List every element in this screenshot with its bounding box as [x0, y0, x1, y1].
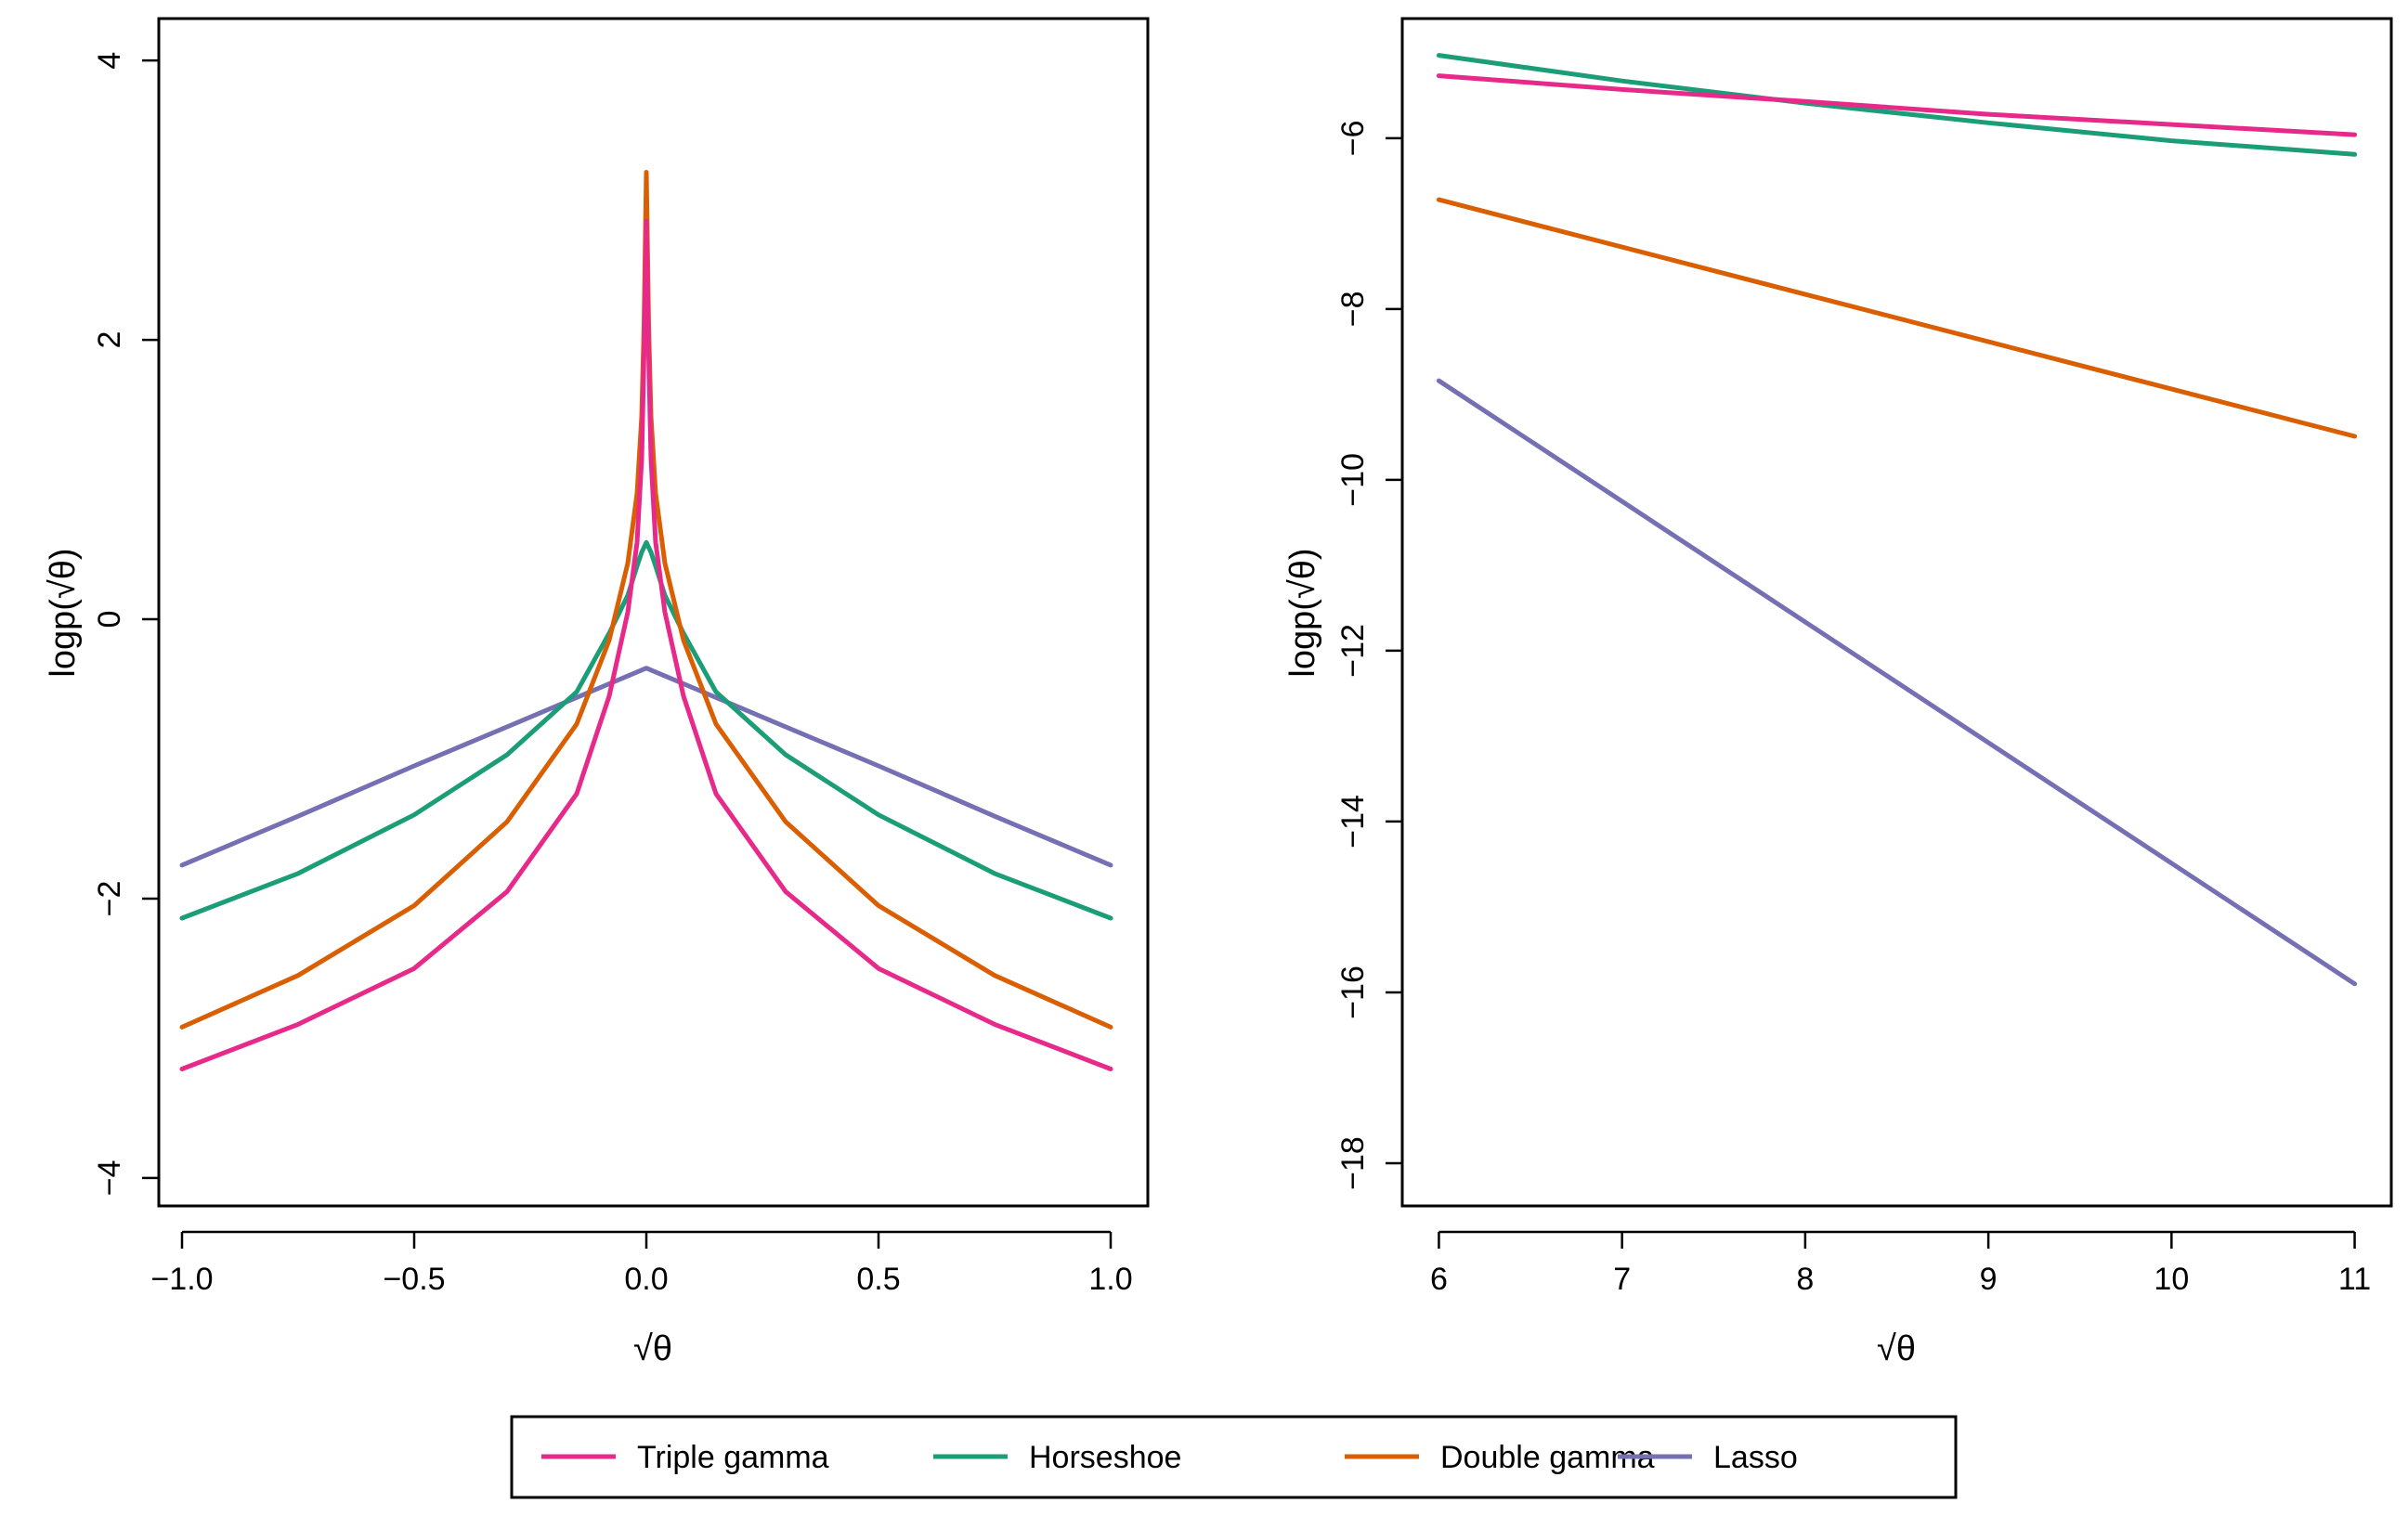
left-y-tick-label: −2 [92, 881, 127, 917]
right-series-lasso [1436, 378, 2358, 987]
legend-box [510, 1415, 1958, 1499]
left-x-tick-label: 0.0 [624, 1262, 668, 1297]
right-y-tick-label: −12 [1335, 624, 1371, 678]
left-series-double-gamma [179, 170, 1113, 1030]
left-y-axis: −4 −2 0 2 4 [92, 52, 161, 1197]
left-panel: −1.0 −0.5 0.0 0.5 1.0 −4 −2 0 2 4 √θ logp(√θ) [44, 17, 1150, 1368]
right-y-tick-label: −16 [1335, 965, 1371, 1019]
right-series-horseshoe [1436, 53, 2358, 157]
legend-entries: Triple gamma Horseshoe Double gamma Lasso [541, 1440, 1798, 1475]
right-x-tick-label: 7 [1613, 1262, 1631, 1297]
right-x-axis-title: √θ [1877, 1329, 1916, 1368]
left-x-tick-label: −1.0 [150, 1262, 213, 1297]
left-x-tick-label: 1.0 [1088, 1262, 1132, 1297]
right-series-group [1436, 53, 2358, 987]
right-y-axis-title: logp(√θ) [1283, 548, 1322, 677]
left-y-axis-title: logp(√θ) [44, 548, 83, 677]
left-y-tick-label: 0 [92, 611, 127, 628]
right-series-double-gamma [1436, 197, 2358, 439]
right-x-tick-label: 6 [1430, 1262, 1448, 1297]
right-x-axis: 6 7 8 9 10 11 [1430, 1230, 2371, 1297]
right-x-tick-label: 8 [1796, 1262, 1814, 1297]
right-panel: 6 7 8 9 10 11 −18 −16 −14 −12 −10 −8 −6 √θ logp(√θ) [1283, 17, 2393, 1368]
left-x-axis: −1.0 −0.5 0.0 0.5 1.0 [150, 1230, 1133, 1297]
right-y-axis: −18 −16 −14 −12 −10 −8 −6 [1335, 120, 1404, 1190]
right-x-tick-label: 9 [1980, 1262, 1998, 1297]
legend: Triple gamma Horseshoe Double gamma Lasso [510, 1415, 1958, 1499]
right-x-tick-label: 10 [2154, 1262, 2189, 1297]
left-series-group [179, 170, 1113, 1071]
right-y-tick-label: −10 [1335, 453, 1371, 507]
left-x-tick-label: 0.5 [856, 1262, 900, 1297]
right-x-tick-label: 11 [2338, 1262, 2371, 1297]
left-y-tick-label: 2 [92, 331, 127, 349]
legend-label-lasso: Lasso [1713, 1440, 1798, 1475]
left-series-lasso [179, 666, 1113, 868]
left-y-tick-label: −4 [92, 1160, 127, 1197]
left-x-tick-label: −0.5 [383, 1262, 445, 1297]
right-y-tick-label: −14 [1335, 795, 1371, 849]
left-series-horseshoe [179, 539, 1113, 921]
right-series-triple-gamma [1436, 73, 2358, 137]
right-y-tick-label: −8 [1335, 291, 1371, 327]
right-y-tick-label: −6 [1335, 120, 1371, 156]
legend-label-horseshoe: Horseshoe [1029, 1440, 1181, 1475]
left-y-tick-label: 4 [92, 52, 127, 70]
right-y-tick-label: −18 [1335, 1136, 1371, 1190]
legend-label-triple-gamma: Triple gamma [637, 1440, 829, 1475]
left-series-triple-gamma [179, 218, 1113, 1071]
left-x-axis-title: √θ [633, 1329, 672, 1368]
